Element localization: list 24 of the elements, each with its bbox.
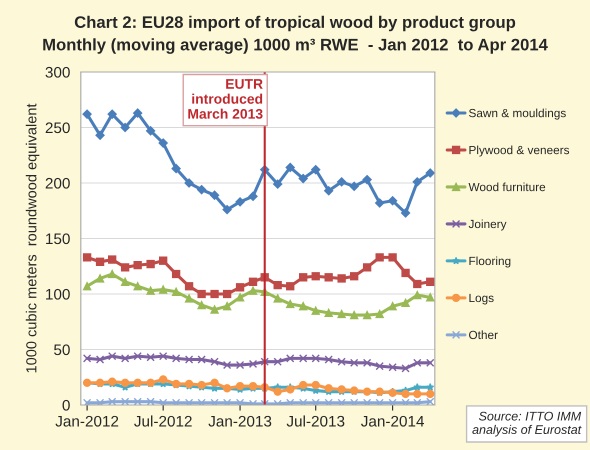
ref-line-label: EUTR introduced March 2013: [188, 79, 263, 119]
chart-title: Chart 2: EU28 import of tropical wood by product group: [74, 16, 516, 32]
y-tick-label: 200: [46, 178, 70, 189]
y-tick-label: 250: [46, 122, 70, 134]
x-tick-label: Jul-2012: [134, 415, 192, 427]
legend-label: Joinery: [468, 219, 507, 230]
x-tick-label: Jan-2012: [55, 416, 118, 427]
y-axis-title: 1000 cubic meters roundwood equivalent: [26, 104, 40, 372]
legend-label: Wood furniture: [468, 182, 546, 192]
legend-label: Plywood & veneers: [469, 146, 570, 157]
x-tick-label: Jul-2013: [286, 415, 344, 427]
y-tick-label: 50: [54, 344, 70, 356]
legend-label: Sawn & mouldings: [469, 108, 566, 120]
legend-label: Flooring: [469, 256, 510, 268]
y-tick-label: 100: [46, 288, 70, 300]
x-tick-label: Jan-2013: [208, 416, 272, 427]
legend-label: Logs: [469, 294, 494, 304]
y-tick-label: 300: [46, 66, 70, 78]
legend-label: Other: [469, 330, 498, 340]
y-tick-label: 0: [62, 400, 70, 411]
x-tick-label: Jan-2014: [361, 416, 424, 427]
y-tick-label: 150: [46, 233, 70, 244]
source-note: Source: ITTO IMM analysis of Eurostat: [472, 412, 582, 436]
chart-subtitle: Monthly (moving average) 1000 m³ RWE - Jan 2012 to Apr 2014: [43, 38, 548, 54]
